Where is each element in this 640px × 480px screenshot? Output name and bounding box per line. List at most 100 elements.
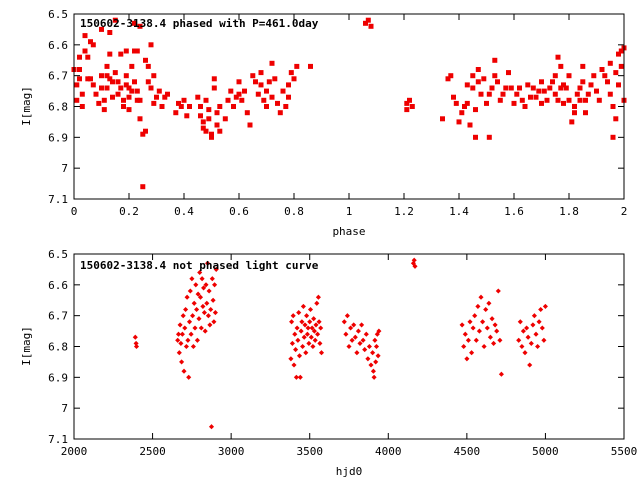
phased-data-point <box>77 67 82 72</box>
phased-data-point <box>539 100 544 106</box>
phased-data-point <box>517 85 522 91</box>
phased-data-point <box>448 73 454 79</box>
phased-y-ticks: 6.5 6.6 6.7 6.8 6.9 7 7.1 <box>48 8 624 206</box>
phased-data-point <box>569 119 575 125</box>
phased-data-point <box>132 48 137 54</box>
phased-data-point <box>519 97 525 103</box>
unphased-data-point <box>484 325 490 331</box>
unphased-data-point <box>311 316 317 322</box>
phased-data-point <box>145 63 151 69</box>
phased-data-point <box>132 20 137 26</box>
phased-data-point <box>470 73 476 79</box>
phased-data-point <box>547 85 553 91</box>
unphased-y-tick-label: 6.8 <box>48 341 68 354</box>
phased-data-point <box>134 88 140 94</box>
unphased-data-point <box>293 347 299 353</box>
phased-data-point <box>165 91 170 97</box>
phased-data-point <box>544 97 550 103</box>
phased-data-point <box>99 26 104 32</box>
phased-data-point <box>200 125 206 131</box>
unphased-data-point <box>472 313 478 319</box>
phased-data-point <box>137 23 143 29</box>
unphased-data-point <box>341 319 347 325</box>
unphased-data-point <box>133 340 139 346</box>
unphased-data-point <box>180 313 186 319</box>
phased-data-point <box>244 110 250 116</box>
phased-data-point <box>143 128 148 134</box>
unphased-data-point <box>313 322 319 328</box>
phased-y-tick-label: 6.9 <box>48 131 68 144</box>
phased-data-point <box>591 73 597 79</box>
unphased-data-point <box>196 316 202 322</box>
phased-data-point <box>239 97 245 103</box>
unphased-data-point <box>344 313 350 319</box>
phased-data-point <box>566 73 572 79</box>
unphased-data-point <box>312 337 318 343</box>
unphased-data-point <box>533 331 539 337</box>
phased-data-point <box>203 128 209 134</box>
phased-data-point <box>558 63 564 69</box>
unphased-y-axis-label: I[mag] <box>20 326 33 366</box>
unphased-x-tick-label: 5000 <box>532 445 559 458</box>
phased-data-point <box>286 94 291 100</box>
unphased-data-point <box>176 350 182 356</box>
phased-data-point <box>453 100 459 106</box>
unphased-data-point <box>520 328 526 334</box>
unphased-data-point <box>538 306 544 313</box>
phased-x-tick-label: 0 <box>71 205 78 218</box>
unphased-y-tick-label: 6.7 <box>48 310 68 323</box>
unphased-data-point <box>315 294 321 300</box>
phased-data-point <box>148 42 154 48</box>
unphased-data-point <box>197 294 204 300</box>
unphased-x-tick-label: 4000 <box>375 445 402 458</box>
unphased-data-point <box>186 374 192 380</box>
phased-data-point <box>178 104 184 109</box>
phased-chart-title: 150602-3138.4 phased with P=461.0day <box>80 17 319 30</box>
phased-data-point <box>77 54 82 60</box>
unphased-data-point <box>298 328 304 334</box>
unphased-data-point <box>360 337 366 343</box>
unphased-data-point <box>318 350 325 356</box>
unphased-data-point <box>530 322 536 328</box>
phased-data-point <box>101 97 107 103</box>
unphased-data-point <box>178 340 184 346</box>
unphased-data-point <box>308 334 314 340</box>
unphased-data-point <box>486 300 492 306</box>
unphased-data-point <box>310 343 316 350</box>
unphased-data-point <box>296 310 302 316</box>
unphased-data-point <box>309 325 315 331</box>
phased-data-point <box>129 88 135 94</box>
phased-data-point <box>143 57 148 63</box>
unphased-y-tick-label: 6.6 <box>48 279 68 292</box>
phased-data-point <box>555 54 561 60</box>
unphased-data-point <box>349 337 355 343</box>
unphased-data-point <box>206 288 212 294</box>
unphased-data-point <box>470 325 476 331</box>
phased-data-point <box>233 94 239 100</box>
unphased-data-point <box>531 313 537 319</box>
phased-data-point <box>211 85 217 91</box>
phased-x-tick-label: 2 <box>621 205 628 218</box>
unphased-data-point <box>314 300 320 306</box>
unphased-data-point <box>182 325 188 331</box>
unphased-data-point <box>292 331 298 337</box>
unphased-data-point <box>491 340 497 346</box>
unphased-data-point <box>535 343 541 350</box>
unphased-chart-title: 150602-3138.4 not phased light curve <box>80 259 319 272</box>
phased-data-point <box>269 60 275 66</box>
unphased-data-point <box>132 334 138 340</box>
phased-data-point <box>566 97 572 103</box>
phased-x-ticks: 0 0.2 0.4 0.6 0.8 1 1.2 1.4 1.6 1.8 2 <box>71 14 628 218</box>
phased-data-point <box>228 88 234 94</box>
phased-data-point <box>550 79 555 85</box>
phased-data-point <box>610 134 616 140</box>
unphased-x-tick-label: 3000 <box>218 445 245 458</box>
unphased-data-point <box>357 340 363 346</box>
unphased-data-point <box>187 288 193 294</box>
unphased-data-point <box>373 359 379 365</box>
phased-data-point <box>123 48 129 54</box>
phased-data-point <box>264 88 269 94</box>
unphased-data-point <box>290 313 296 319</box>
unphased-x-tick-label: 3500 <box>296 445 323 458</box>
